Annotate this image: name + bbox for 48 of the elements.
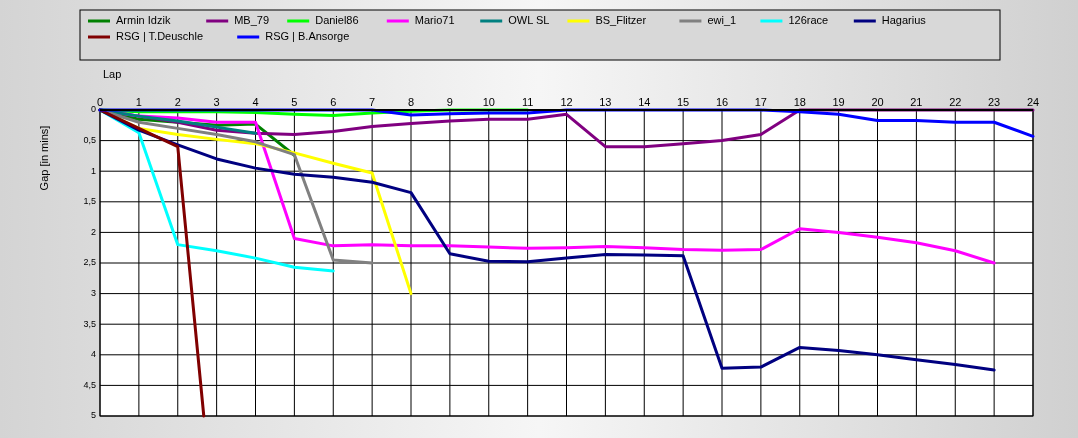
legend-label: OWL SL	[508, 13, 550, 26]
legend-label: BS_Flitzer	[595, 13, 647, 26]
x-tick-label: 20	[871, 96, 884, 108]
legend-label: RSG | B.Ansorge	[265, 29, 350, 42]
y-tick-label: 1	[90, 165, 96, 176]
legend-label: ewi_1	[707, 13, 737, 26]
x-tick-label: 5	[291, 96, 298, 108]
x-tick-label: 17	[754, 96, 767, 108]
y-tick-label: 0,5	[83, 134, 96, 145]
y-tick-label: 4	[90, 349, 96, 360]
x-tick-label: 7	[369, 96, 376, 108]
y-tick-label: 3,5	[83, 318, 96, 329]
x-tick-label: 24	[1026, 96, 1040, 108]
legend-label: Hagarius	[881, 13, 927, 26]
legend-label: Daniel86	[315, 13, 359, 26]
x-tick-label: 13	[599, 96, 612, 108]
x-tick-label: 8	[407, 96, 415, 108]
x-tick-label: 22	[949, 96, 962, 108]
x-axis-title: Lap	[103, 68, 122, 80]
x-tick-label: 21	[910, 96, 923, 108]
y-tick-label: 3	[90, 287, 96, 298]
legend-label: Mario71	[414, 13, 455, 26]
x-tick-label: 12	[560, 96, 573, 108]
x-tick-label: 15	[677, 96, 690, 108]
x-tick-label: 10	[482, 96, 495, 108]
x-tick-label: 18	[793, 96, 806, 108]
y-tick-label: 2	[90, 226, 96, 237]
y-tick-label: 1,5	[83, 196, 96, 207]
x-tick-label: 6	[330, 96, 337, 108]
x-tick-label: 23	[988, 96, 1001, 108]
x-tick-label: 2	[174, 96, 181, 108]
y-axis-title: Gap [in mins]	[38, 125, 50, 191]
x-tick-label: 11	[521, 96, 534, 108]
y-tick-label: 0	[90, 104, 96, 115]
legend-label: MB_79	[234, 13, 270, 26]
legend-label: RSG | T.Deuschle	[116, 29, 204, 42]
x-tick-label: 14	[638, 96, 651, 108]
x-tick-label: 9	[446, 96, 453, 108]
x-tick-label: 1	[135, 96, 142, 108]
legend-label: 126race	[788, 13, 829, 26]
x-tick-label: 19	[832, 96, 845, 108]
y-tick-label: 4,5	[83, 379, 96, 390]
x-tick-label: 3	[213, 96, 220, 108]
x-tick-label: 16	[715, 96, 729, 108]
legend-label: Armin Idzik	[116, 13, 171, 26]
y-tick-label: 2,5	[83, 257, 96, 268]
y-tick-label: 5	[90, 410, 96, 421]
x-tick-label: 4	[252, 96, 259, 108]
